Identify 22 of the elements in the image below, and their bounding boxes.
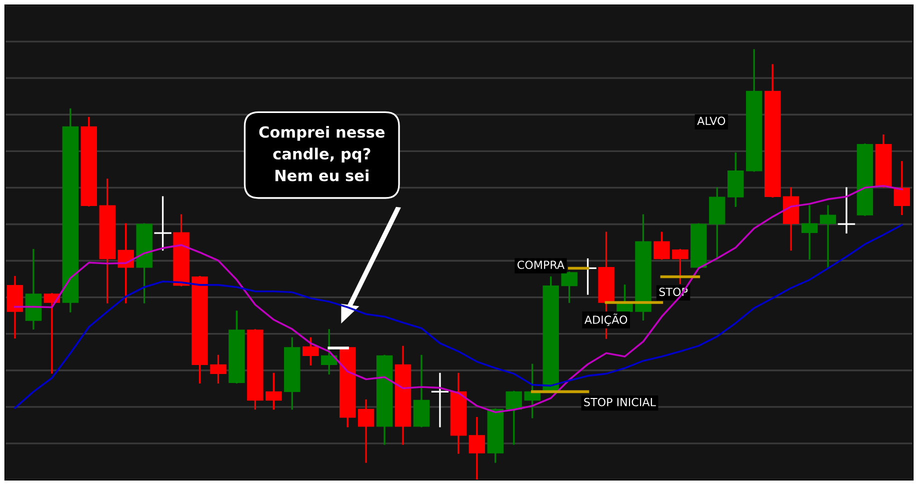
candlestick [838, 187, 856, 234]
candlestick [894, 161, 910, 216]
annotation: ADIÇÃO [584, 314, 628, 326]
annotation: STOP INICIAL [584, 398, 656, 406]
candlestick [210, 354, 226, 384]
candlestick [468, 417, 486, 480]
candlestick [266, 372, 282, 410]
annotation: COMPRA [518, 260, 564, 269]
candlestick [302, 337, 319, 366]
annotation: ALVO [697, 116, 726, 126]
candlestick [431, 372, 449, 428]
candlestick [801, 205, 818, 260]
candlestick [506, 390, 522, 445]
candlestick [154, 196, 172, 251]
candlestick [320, 329, 338, 375]
candlestick [358, 399, 374, 463]
candlestick [820, 205, 836, 268]
annotation: Comprei nesse candle, pq? Nem eu sei [259, 126, 385, 182]
candlestick [672, 248, 688, 284]
candlestick [654, 232, 670, 260]
candlestick [524, 364, 540, 418]
candlestick [561, 272, 578, 303]
